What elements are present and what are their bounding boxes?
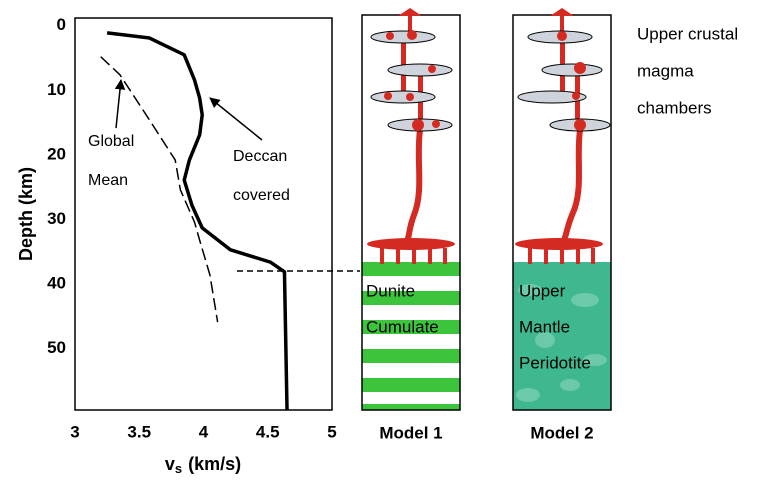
y-tick-label: 20 bbox=[47, 144, 66, 163]
series-label: Global Mean bbox=[88, 133, 135, 189]
y-tick-label: 50 bbox=[47, 338, 66, 357]
rock-label: Mantle bbox=[519, 317, 570, 336]
chamber-label: Upper crustal bbox=[637, 24, 738, 43]
rock-label: Upper bbox=[519, 281, 566, 300]
rock-label: Dunite bbox=[366, 281, 415, 300]
model-label: Model 2 bbox=[530, 423, 593, 442]
plot-frame bbox=[74, 17, 333, 411]
y-tick-label: 0 bbox=[57, 15, 66, 34]
y-tick-label: 40 bbox=[47, 274, 66, 293]
x-label-unit: (km/s) bbox=[188, 454, 241, 474]
arrow bbox=[209, 97, 263, 141]
model-1 bbox=[361, 8, 461, 411]
y-tick-label: 10 bbox=[47, 80, 66, 99]
model-label: Model 1 bbox=[379, 423, 442, 442]
x-label-symbol: v bbox=[165, 454, 175, 474]
model-2 bbox=[512, 8, 612, 411]
series-line bbox=[106, 31, 289, 411]
x-tick-label: 3 bbox=[70, 422, 79, 441]
arrow bbox=[114, 78, 126, 129]
rock-label: Peridotite bbox=[519, 353, 591, 372]
x-tick-label: 4.5 bbox=[256, 422, 280, 441]
chamber-label: magma bbox=[637, 61, 694, 80]
x-tick-label: 5 bbox=[327, 422, 336, 441]
series-label: Deccan covered bbox=[233, 148, 290, 204]
x-tick-label: 3.5 bbox=[127, 422, 151, 441]
x-tick-label: 4 bbox=[199, 422, 209, 441]
x-label-subscript: s bbox=[175, 461, 182, 476]
y-tick-label: 30 bbox=[47, 209, 66, 228]
chamber-label: chambers bbox=[637, 98, 712, 117]
y-axis-label: Depth (km) bbox=[16, 167, 36, 261]
rock-label: Cumulate bbox=[366, 317, 439, 336]
x-axis-label: vs (km/s) bbox=[165, 454, 241, 477]
series-line bbox=[100, 56, 219, 323]
